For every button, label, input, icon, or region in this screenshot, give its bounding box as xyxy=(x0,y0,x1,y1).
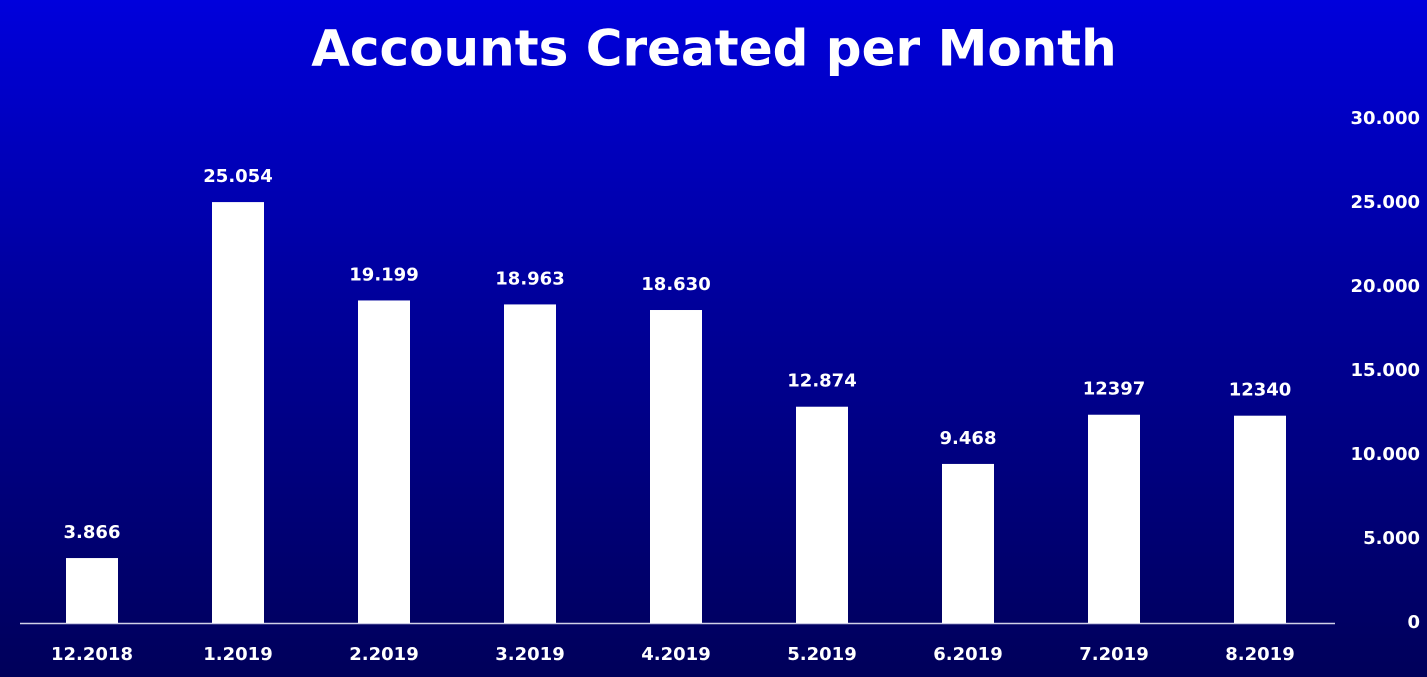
data-label: 3.866 xyxy=(64,522,121,543)
x-tick-label: 3.2019 xyxy=(495,644,564,665)
x-tick-label: 8.2019 xyxy=(1225,644,1294,665)
y-tick-label: 10.000 xyxy=(1351,444,1420,465)
bar xyxy=(212,202,264,623)
data-label: 9.468 xyxy=(940,428,997,449)
bar xyxy=(650,310,702,623)
bar xyxy=(1234,415,1286,623)
y-tick-label: 0 xyxy=(1407,612,1420,633)
x-tick-label: 5.2019 xyxy=(787,644,856,665)
y-tick-label: 25.000 xyxy=(1351,192,1420,213)
bar xyxy=(358,300,410,623)
x-tick-label: 6.2019 xyxy=(933,644,1002,665)
bar xyxy=(1088,414,1140,623)
y-tick-label: 15.000 xyxy=(1351,360,1420,381)
bar xyxy=(504,304,556,623)
data-label: 25.054 xyxy=(203,166,272,187)
bar xyxy=(66,558,118,623)
data-label: 18.963 xyxy=(495,268,564,289)
bar xyxy=(942,463,994,623)
x-tick-label: 2.2019 xyxy=(349,644,418,665)
data-label: 12340 xyxy=(1229,380,1292,401)
x-tick-label: 7.2019 xyxy=(1079,644,1148,665)
x-tick-label: 4.2019 xyxy=(641,644,710,665)
data-label: 18.630 xyxy=(641,274,710,295)
bar xyxy=(796,406,848,623)
y-tick-label: 30.000 xyxy=(1351,108,1420,129)
x-tick-label: 12.2018 xyxy=(51,644,133,665)
data-label: 19.199 xyxy=(349,264,418,285)
chart-title: Accounts Created per Month xyxy=(311,20,1117,78)
x-tick-label: 1.2019 xyxy=(203,644,272,665)
data-label: 12.874 xyxy=(787,371,856,392)
y-tick-label: 5.000 xyxy=(1363,528,1420,549)
y-tick-label: 20.000 xyxy=(1351,276,1420,297)
data-label: 12397 xyxy=(1083,379,1146,400)
